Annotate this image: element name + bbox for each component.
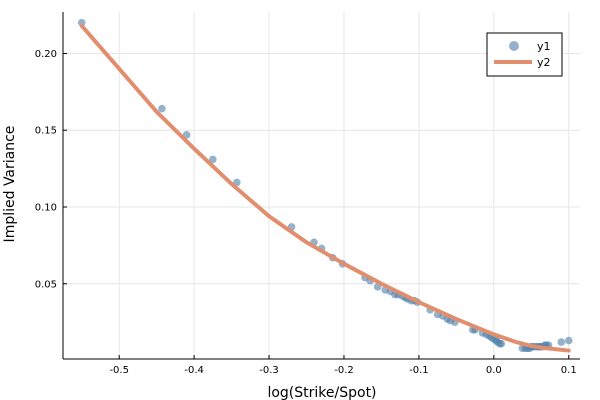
line-series-y2 (79, 23, 571, 353)
y-tick-label: 0.20 (35, 49, 57, 60)
series-layer (77, 18, 573, 353)
x-tick-label: -0.2 (334, 365, 354, 376)
labels: log(Strike/Spot) Implied Variance (2, 126, 377, 400)
scatter-point (497, 339, 506, 348)
x-tick-label: -0.3 (259, 365, 279, 376)
legend-box (486, 32, 563, 77)
axes: -0.5 -0.4 -0.3 -0.2 -0.1 0.0 0.1 0.05 0.10 0.15 0.… (35, 12, 580, 376)
y-axis-label: Implied Variance (2, 126, 18, 243)
x-axis-label: log(Strike/Spot) (267, 385, 376, 400)
scatter-point (557, 338, 566, 346)
legend-marker-y1 (509, 41, 519, 51)
y-tick-label: 0.10 (35, 202, 57, 213)
legend-label-y1: y1 (537, 40, 551, 53)
x-tick-label: -0.5 (109, 365, 129, 376)
scatter-point (77, 18, 86, 27)
x-tick-label: 0.0 (486, 365, 502, 376)
y-tick-label: 0.15 (35, 126, 57, 137)
y-tick-label: 0.05 (35, 279, 57, 290)
scatter-point (158, 104, 166, 113)
x-tick-label: -0.1 (409, 365, 429, 376)
legend-label-y2: y2 (537, 56, 551, 69)
scatter-point (564, 336, 573, 345)
x-tick-label: 0.1 (561, 365, 577, 376)
x-tick-label: -0.4 (184, 365, 204, 376)
scatter-point (209, 155, 217, 164)
